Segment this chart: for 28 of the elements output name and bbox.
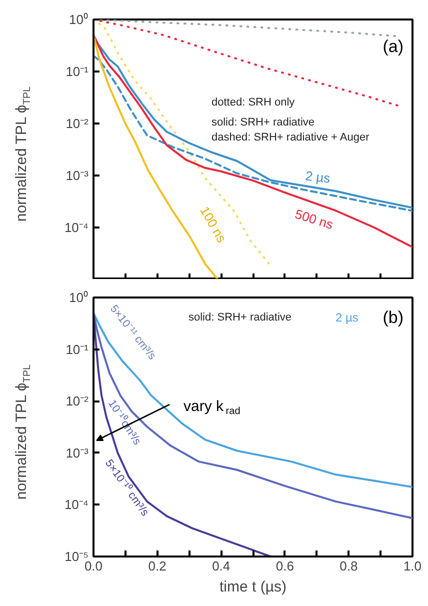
y-tick-label: 10⁻¹	[66, 64, 90, 79]
annotation: 2 µs	[304, 168, 332, 186]
x-axis-title: time t (µs)	[220, 578, 286, 596]
annotation: (a)	[382, 37, 404, 56]
y-tick-label: 10⁻⁴	[64, 497, 88, 512]
annotation: 500 ns	[293, 206, 336, 232]
y-tick-label: 10⁻⁴	[64, 220, 88, 235]
y-tick-label: 10⁻³	[66, 168, 90, 183]
annotation: solid: SRH+ radiative	[188, 312, 292, 324]
x-tick-label: 1.0	[403, 558, 422, 574]
y-tick-label: 10⁰	[69, 290, 89, 305]
annotation: solid: SRH+ radiative	[212, 116, 315, 128]
y-tick-label: 10⁻²	[66, 394, 90, 409]
x-tick-label: 0.6	[276, 558, 294, 574]
x-tick-label: 0.4	[212, 558, 230, 574]
line-series	[94, 34, 412, 248]
annotation: 2 µs	[336, 310, 358, 324]
x-tick-label: 0.0	[84, 558, 103, 574]
annotation: 100 ns	[196, 204, 230, 246]
annotation: (b)	[382, 308, 404, 327]
x-tick-label: 0.2	[148, 558, 166, 574]
y-tick-label: 10⁻³	[66, 445, 90, 460]
y-tick-label: 10⁰	[69, 12, 89, 27]
annotation: dashed: SRH+ radiative + Auger	[212, 132, 370, 144]
x-tick-label: 0.8	[340, 558, 358, 574]
y-tick-label: 10⁻¹	[66, 342, 90, 357]
annotation: dotted: SRH only	[212, 96, 296, 108]
y-tick-label: 10⁻²	[66, 116, 90, 131]
